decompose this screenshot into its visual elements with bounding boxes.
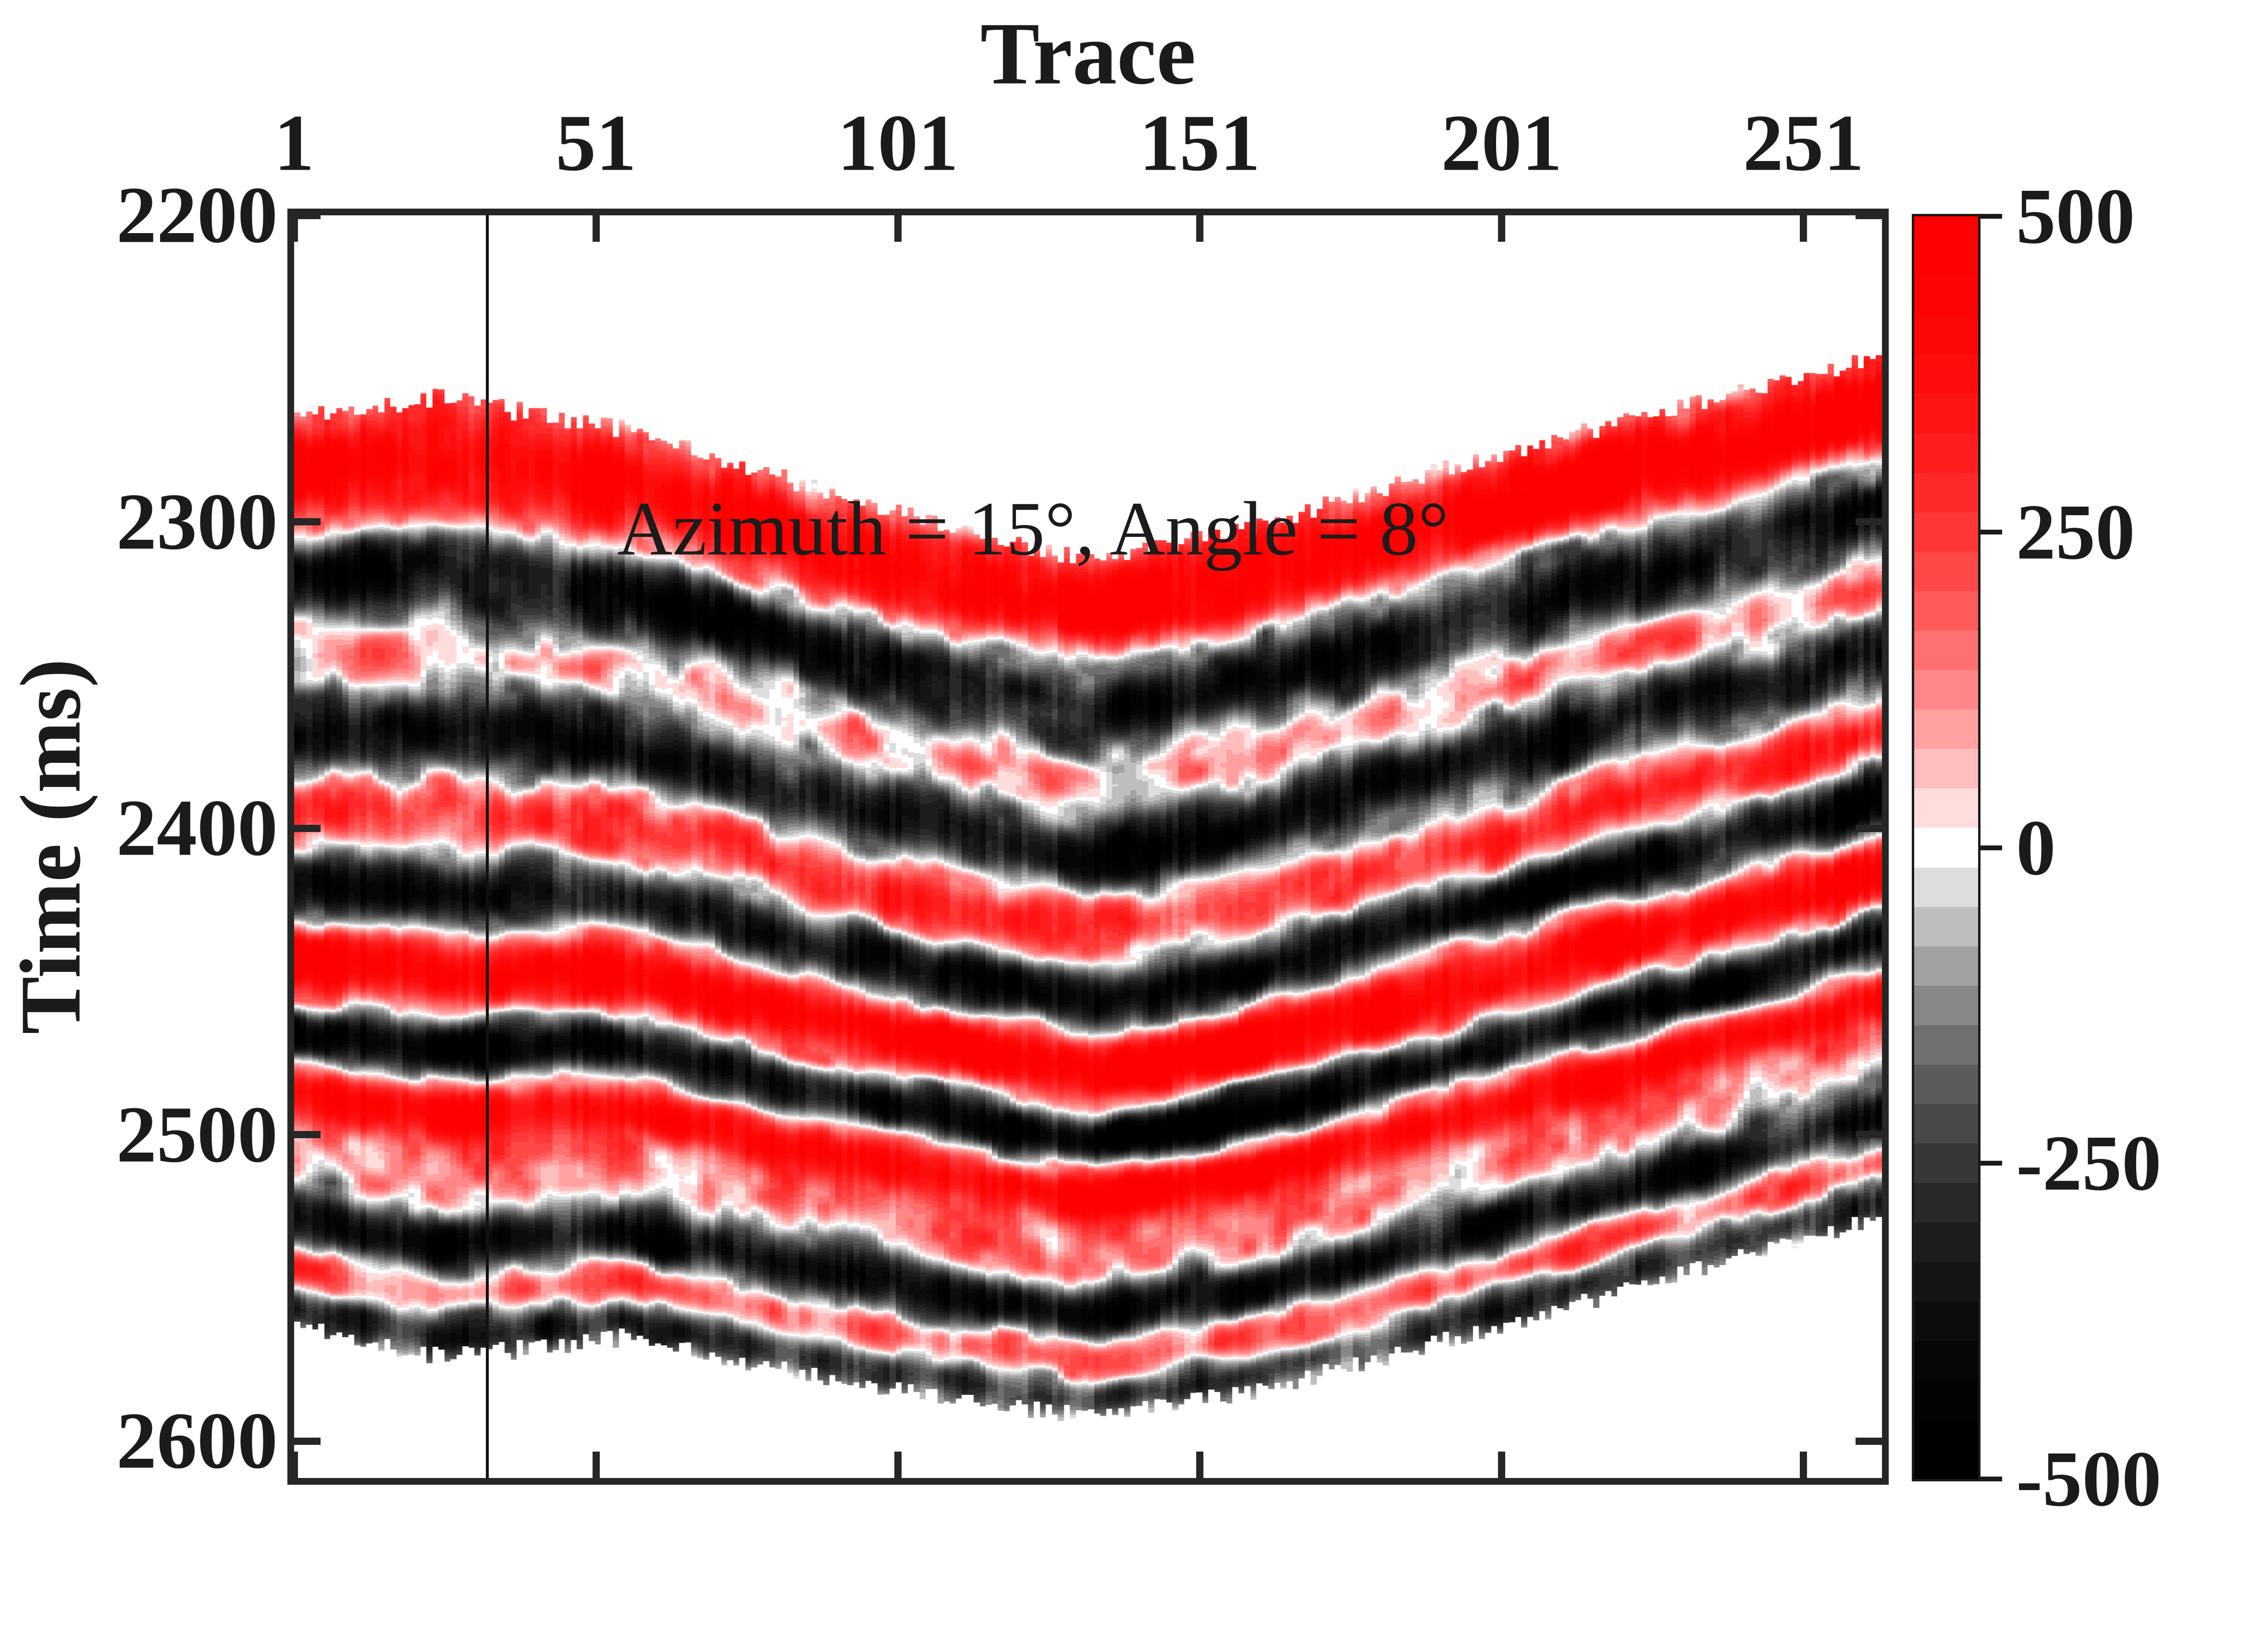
colorbar — [1912, 214, 1981, 1481]
colorbar-tick-label: 500 — [2016, 172, 2135, 260]
axis-tick — [1856, 518, 1882, 526]
axis-tick — [894, 215, 902, 242]
colorbar-tick — [1981, 1161, 2002, 1166]
y-axis-label: Time (ms) — [2, 658, 99, 1034]
axis-tick — [294, 824, 321, 832]
axis-tick — [1196, 1452, 1203, 1478]
axis-tick — [1196, 215, 1203, 242]
axis-tick — [1498, 215, 1506, 242]
axis-tick — [290, 215, 298, 242]
colorbar-tick — [1981, 214, 2002, 219]
seismic-section-image — [294, 215, 1882, 1478]
axis-tick — [294, 518, 321, 526]
colorbar-gradient — [1914, 216, 1978, 1479]
y-tick-label: 2400 — [116, 783, 278, 873]
axis-tick — [294, 1131, 321, 1139]
axis-tick — [1856, 1131, 1882, 1139]
axis-tick — [592, 215, 600, 242]
trace-cursor-line — [486, 215, 489, 1478]
axis-tick — [290, 1452, 298, 1478]
x-axis-title: Trace — [980, 4, 1196, 103]
colorbar-tick-label: -500 — [2016, 1435, 2162, 1523]
x-tick-label: 251 — [1743, 98, 1864, 188]
axis-tick — [1856, 824, 1882, 832]
axis-tick — [592, 1452, 600, 1478]
x-tick-label: 1 — [274, 98, 314, 188]
x-tick-label: 101 — [837, 98, 959, 188]
colorbar-tick — [1981, 1477, 2002, 1481]
colorbar-tick — [1981, 529, 2002, 534]
axis-tick — [294, 211, 321, 219]
colorbar-tick — [1981, 845, 2002, 850]
plot-area: Azimuth = 15°, Angle = 8° — [287, 209, 1889, 1485]
y-tick-label: 2300 — [116, 477, 278, 567]
x-tick-label: 201 — [1441, 98, 1562, 188]
annotation-text: Azimuth = 15°, Angle = 8° — [617, 485, 1449, 571]
axis-tick — [1800, 215, 1807, 242]
axis-tick — [1856, 1437, 1882, 1445]
axis-tick — [894, 1452, 902, 1478]
axis-tick — [1800, 1452, 1807, 1478]
x-tick-label: 51 — [556, 98, 637, 188]
x-tick-label: 151 — [1139, 98, 1261, 188]
colorbar-tick-label: 0 — [2016, 803, 2056, 892]
axis-tick — [1856, 211, 1882, 219]
colorbar-tick-label: 250 — [2016, 487, 2135, 576]
axis-tick — [294, 1437, 321, 1445]
y-tick-label: 2600 — [116, 1396, 278, 1486]
y-tick-label: 2500 — [116, 1090, 278, 1180]
y-tick-label: 2200 — [116, 170, 278, 260]
colorbar-tick-label: -250 — [2016, 1119, 2162, 1207]
axis-tick — [1498, 1452, 1506, 1478]
